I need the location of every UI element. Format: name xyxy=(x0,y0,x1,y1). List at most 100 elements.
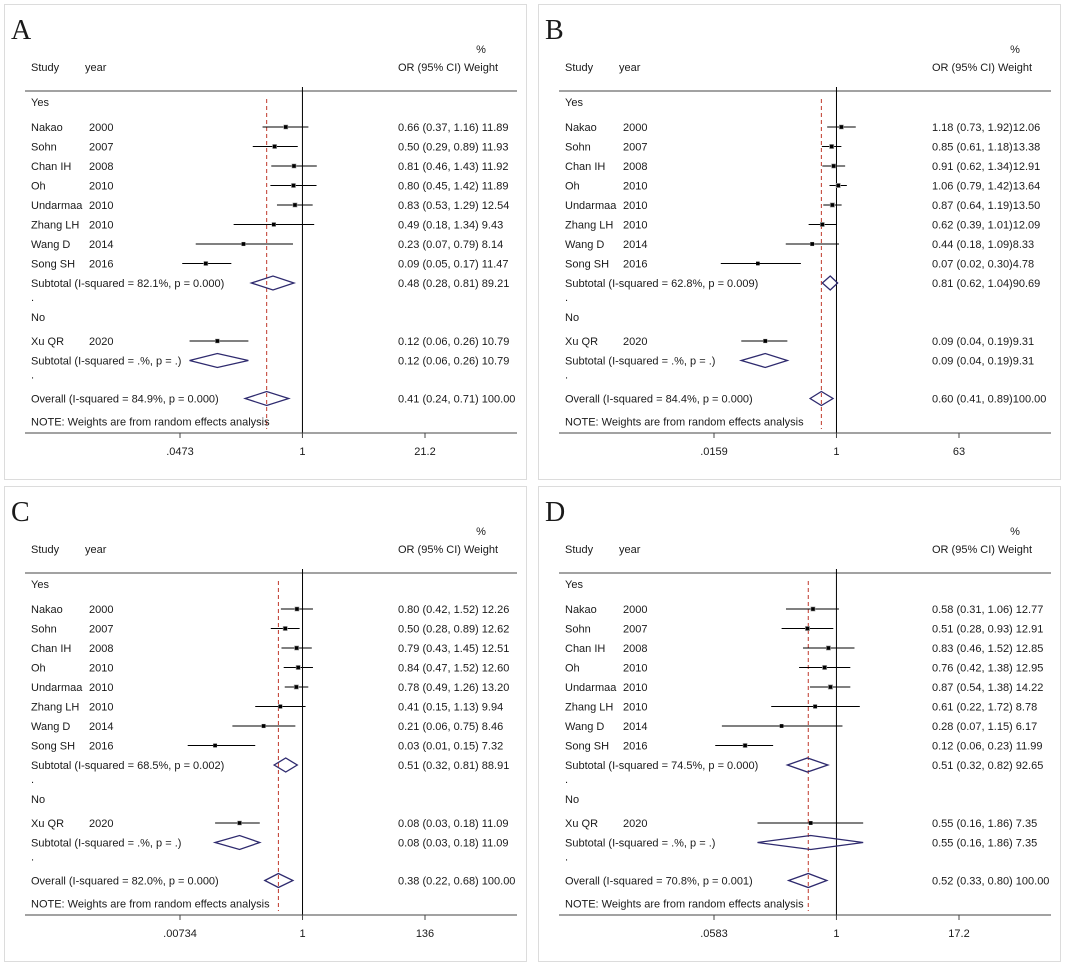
study-row-year: 2016 xyxy=(89,259,113,271)
group-label-yes: Yes xyxy=(31,97,49,109)
study-row-point xyxy=(828,685,833,689)
study-row-point xyxy=(831,164,836,168)
overall-estimate: 0.60 (0.41, 0.89)100.00 xyxy=(932,394,1046,406)
study-row-estimate: 0.66 (0.37, 1.16) 11.89 xyxy=(398,122,509,134)
header-study: Study xyxy=(565,544,594,556)
study-row-point xyxy=(830,203,835,207)
study-row-study: Song SH xyxy=(565,741,609,753)
study-row-point xyxy=(294,646,299,650)
overall-label: Overall (I-squared = 84.9%, p = 0.000) xyxy=(31,394,219,406)
study-row-study: Undarmaa xyxy=(31,682,83,694)
weights-note: NOTE: Weights are from random effects an… xyxy=(31,417,270,429)
subtotal-yes-diamond xyxy=(272,757,299,773)
study-row-year: 2010 xyxy=(623,663,647,675)
study-row-estimate: 0.49 (0.18, 1.34) 9.43 xyxy=(398,220,503,232)
subtotal-no-diamond xyxy=(738,352,790,369)
study-row-year: 2010 xyxy=(89,220,113,232)
study-row-year: 2016 xyxy=(623,741,647,753)
spacer-dot: . xyxy=(565,292,568,304)
study-row-point xyxy=(291,183,296,188)
study-row-study: Wang D xyxy=(31,721,70,733)
study-row-study: Zhang LH xyxy=(565,702,613,714)
study-row-year: 2010 xyxy=(89,181,113,193)
group-label-yes: Yes xyxy=(565,97,583,109)
x-tick-label: 136 xyxy=(416,928,434,940)
study-row-year: 2000 xyxy=(623,122,647,134)
study-row-estimate: 0.44 (0.18, 1.09)8.33 xyxy=(932,239,1034,251)
study-row-estimate: 1.06 (0.79, 1.42)13.64 xyxy=(932,181,1040,193)
study-row-estimate: 0.87 (0.54, 1.38) 14.22 xyxy=(932,682,1043,694)
study-row-year: 2010 xyxy=(623,181,647,193)
study-row-point xyxy=(261,724,266,728)
x-tick-label: 1 xyxy=(299,928,305,940)
header-study: Study xyxy=(565,62,594,74)
x-tick-label: 63 xyxy=(953,446,965,458)
study-row-point xyxy=(294,685,299,689)
x-tick-label: 1 xyxy=(299,446,305,458)
overall-label: Overall (I-squared = 82.0%, p = 0.000) xyxy=(31,876,219,888)
study-row-year: 2014 xyxy=(623,239,647,251)
study-row-study: Sohn xyxy=(565,624,591,636)
study-row-estimate: 0.78 (0.49, 1.26) 13.20 xyxy=(398,682,509,694)
study-row-year: 2007 xyxy=(89,624,113,636)
study-row-estimate: 1.18 (0.73, 1.92)12.06 xyxy=(932,122,1040,134)
forest-plot-b: Study year OR (95% CI)% Weight Yes Nakao 2000 1… xyxy=(559,44,1051,458)
study-row-year: 2014 xyxy=(623,721,647,733)
spacer-dot: . xyxy=(565,852,568,864)
study-row-point xyxy=(822,665,827,670)
study-row-year: 2016 xyxy=(89,741,113,753)
study-row-point xyxy=(839,125,844,129)
subtotal-yes-label: Subtotal (I-squared = 68.5%, p = 0.002) xyxy=(31,760,224,772)
subtotal-no-estimate: 0.12 (0.06, 0.26) 10.79 xyxy=(398,356,509,368)
x-tick-label: .0473 xyxy=(166,446,194,458)
study-row-estimate: 0.80 (0.42, 1.52) 12.26 xyxy=(398,604,509,616)
subtotal-yes-label: Subtotal (I-squared = 74.5%, p = 0.000) xyxy=(565,760,758,772)
forest-plot-d: Study year OR (95% CI)% Weight Yes Nakao 2000 0… xyxy=(559,526,1051,940)
subtotal-yes-estimate: 0.51 (0.32, 0.82) 92.65 xyxy=(932,760,1043,772)
x-tick-label: 1 xyxy=(833,928,839,940)
study-row-study: Xu QR xyxy=(565,818,598,830)
study-row-point xyxy=(204,261,208,266)
study-row-point xyxy=(293,203,297,207)
header-year: year xyxy=(85,62,107,74)
study-row-estimate: 0.91 (0.62, 1.34)12.91 xyxy=(932,161,1040,173)
study-row-estimate: 0.03 (0.01, 0.15) 7.32 xyxy=(398,741,503,753)
study-row-year: 2014 xyxy=(89,721,113,733)
header-or-ci: OR (95% CI) xyxy=(398,62,461,74)
study-row-point xyxy=(292,164,296,168)
group-label-no: No xyxy=(565,312,579,324)
x-tick-label: 21.2 xyxy=(414,446,435,458)
study-row-study: Xu QR xyxy=(31,336,64,348)
study-row-study: Xu QR xyxy=(31,818,64,830)
study-row-estimate: 0.79 (0.43, 1.45) 12.51 xyxy=(398,643,509,655)
study-row-study: Nakao xyxy=(31,604,63,616)
study-row-estimate: 0.83 (0.46, 1.52) 12.85 xyxy=(932,643,1043,655)
study-row-year: 2010 xyxy=(89,682,113,694)
study-row-study: Zhang LH xyxy=(31,702,79,714)
subtotal-yes-diamond xyxy=(785,757,830,773)
study-row-point xyxy=(241,242,246,246)
study-row-estimate: 0.83 (0.53, 1.29) 12.54 xyxy=(398,200,509,212)
subtotal-yes-estimate: 0.51 (0.32, 0.81) 88.91 xyxy=(398,760,509,772)
spacer-dot: . xyxy=(31,774,34,786)
header-weight: Weight xyxy=(998,544,1032,556)
study-row-point xyxy=(808,821,813,825)
overall-diamond xyxy=(786,872,829,889)
study-row-study: Nakao xyxy=(565,122,597,134)
study-row-point xyxy=(272,144,277,149)
study-row-estimate: 0.08 (0.03, 0.18) 11.09 xyxy=(398,818,509,830)
header-year: year xyxy=(85,544,107,556)
header-percent: % xyxy=(476,526,486,538)
study-row-estimate: 0.81 (0.46, 1.43) 11.92 xyxy=(398,161,509,173)
x-tick-label: 1 xyxy=(833,446,839,458)
study-row-estimate: 0.61 (0.22, 1.72) 8.78 xyxy=(932,702,1037,714)
subtotal-yes-label: Subtotal (I-squared = 62.8%, p = 0.009) xyxy=(565,278,758,290)
study-row-point xyxy=(810,242,814,246)
study-row-year: 2008 xyxy=(623,643,647,655)
study-row-year: 2020 xyxy=(89,818,113,830)
study-row-estimate: 0.50 (0.29, 0.89) 11.93 xyxy=(398,142,509,154)
header-percent: % xyxy=(1010,526,1020,538)
header-percent: % xyxy=(1010,44,1020,56)
header-weight: Weight xyxy=(998,62,1032,74)
study-row-point xyxy=(237,821,242,825)
